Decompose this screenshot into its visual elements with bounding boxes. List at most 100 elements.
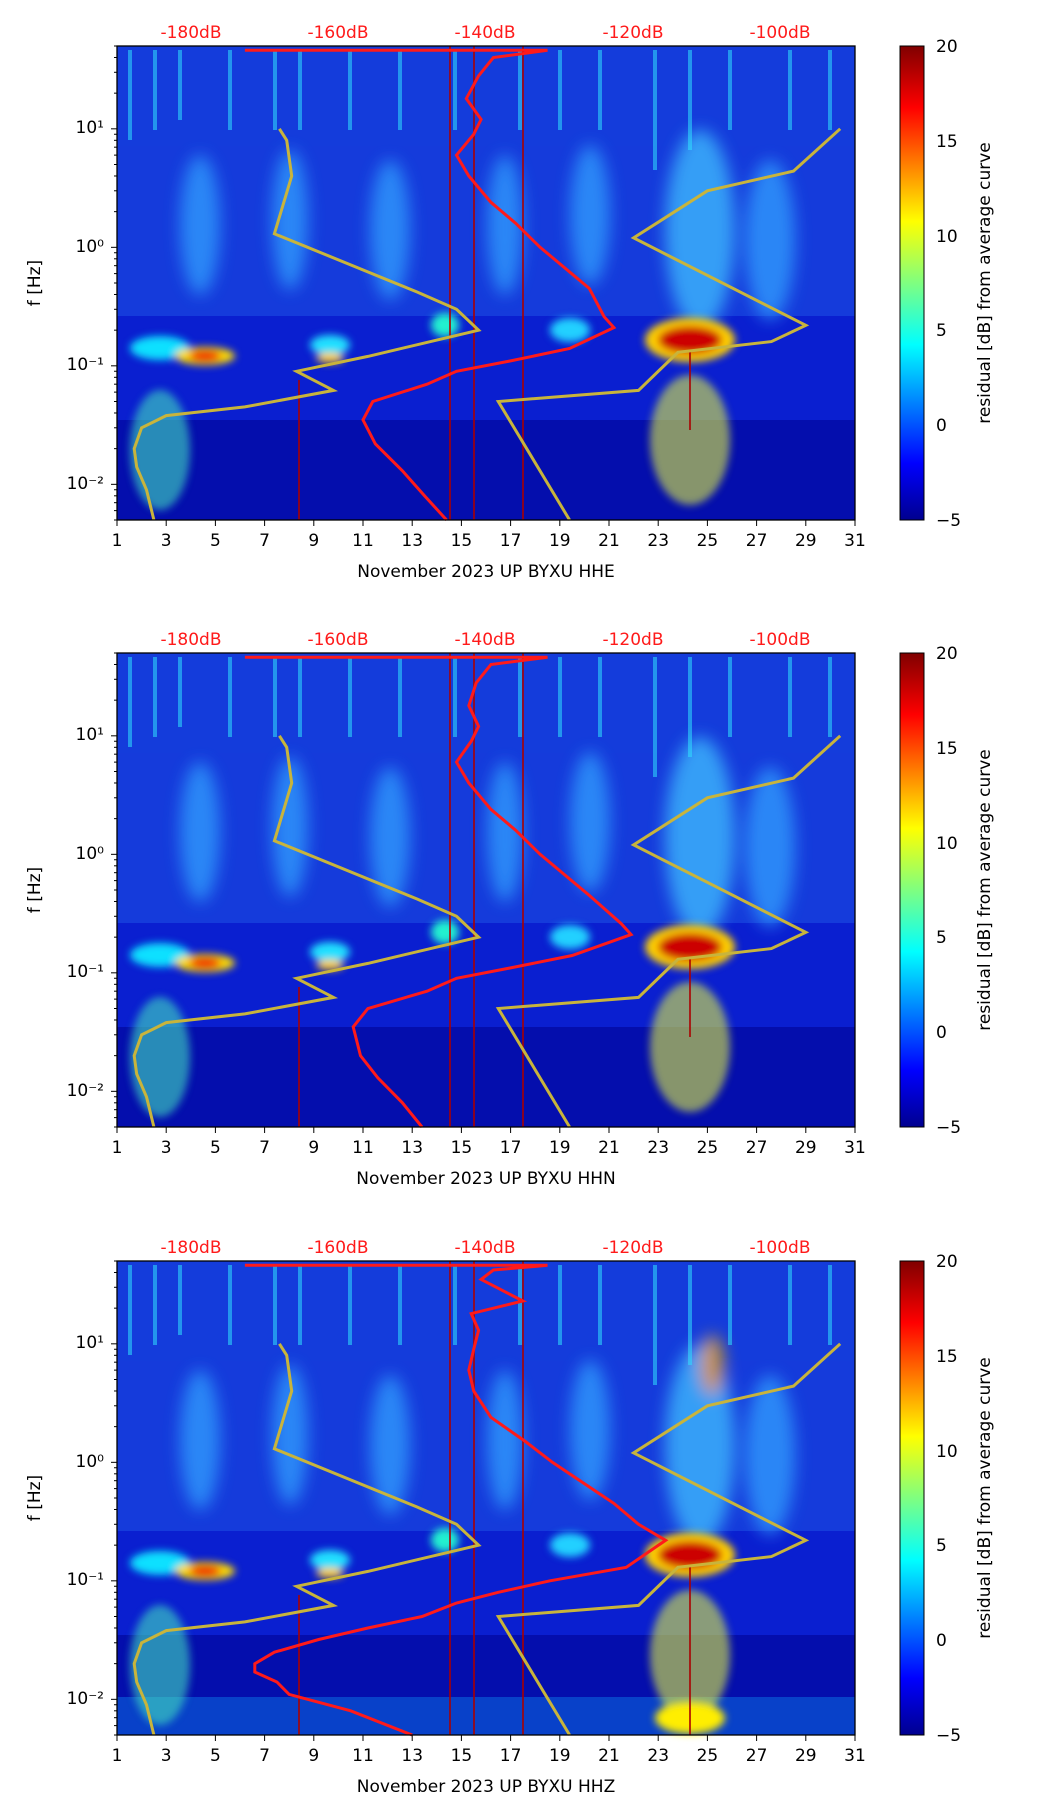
x-tick-label: 27 [746, 1746, 768, 1766]
colorbar-title: residual [dB] from average curve [975, 142, 995, 423]
top-db-label: -100dB [749, 1238, 810, 1258]
x-tick-label: 25 [697, 1138, 719, 1158]
x-axis-title: November 2023 UP BYXU HHN [356, 1169, 616, 1189]
y-axis: 10⁻² 10⁻¹ 10⁰ 10¹ [67, 652, 117, 1128]
top-db-label: -180dB [160, 23, 221, 43]
x-tick-label: 3 [161, 1138, 172, 1158]
average-psd-curve [244, 48, 617, 522]
top-db-label: -120dB [602, 630, 663, 650]
x-tick-label: 25 [697, 531, 719, 551]
x-tick-label: 15 [451, 1746, 473, 1766]
x-tick-label: 7 [259, 1138, 270, 1158]
x-tick-label: 9 [308, 531, 319, 551]
colorbar-title: residual [dB] from average curve [975, 749, 995, 1030]
y-tick-label: 10⁻¹ [67, 962, 104, 982]
spectrogram-panel-hhe: -180dB -160dB -140dB -120dB -100dB 1 3 5… [25, 23, 995, 582]
x-tick-label: 15 [451, 1138, 473, 1158]
colorbar-tick-label: 10 [936, 1442, 958, 1462]
colorbar-tick-label: 20 [936, 1252, 958, 1272]
x-tick-label: 17 [500, 1746, 522, 1766]
x-tick-label: 11 [352, 1746, 374, 1766]
reference-model-curve-2 [495, 1342, 842, 1736]
y-axis-title: f [Hz] [25, 260, 45, 306]
reference-model-curve [132, 734, 482, 1128]
colorbar-tick-label: 0 [936, 1023, 947, 1043]
top-db-label: -120dB [602, 1238, 663, 1258]
x-tick-label: 31 [844, 1138, 866, 1158]
colorbar-tick-label: −5 [936, 511, 961, 531]
x-tick-label: 7 [259, 531, 270, 551]
top-db-label: -140dB [454, 23, 515, 43]
top-db-label: -180dB [160, 630, 221, 650]
colorbar: −5 0 5 10 15 20 residual [dB] from avera… [899, 644, 995, 1138]
colorbar-tick-label: 20 [936, 644, 958, 664]
colorbar-tick-label: 5 [936, 1536, 947, 1556]
x-tick-label: 15 [451, 531, 473, 551]
y-axis: 10⁻² 10⁻¹ 10⁰ 10¹ [67, 45, 117, 521]
x-tick-label: 27 [746, 1138, 768, 1158]
x-axis: 1 3 5 7 9 11 13 15 17 19 21 23 25 27 29 … [112, 520, 866, 551]
x-tick-label: 1 [112, 1138, 123, 1158]
x-tick-label: 21 [598, 531, 620, 551]
colorbar-tick-label: 0 [936, 416, 947, 436]
x-tick-label: 29 [795, 531, 817, 551]
y-axis-title: f [Hz] [25, 867, 45, 913]
colorbar-tick-label: −5 [936, 1726, 961, 1746]
colorbar: −5 0 5 10 15 20 residual [dB] from avera… [899, 37, 995, 531]
spectrogram-panel-hhz: -180dB -160dB -140dB -120dB -100dB 1 3 5… [25, 1238, 995, 1797]
x-axis: 1 3 5 7 9 11 13 15 17 19 21 23 25 27 29 … [112, 1127, 866, 1158]
y-tick-label: 10⁻¹ [67, 1570, 104, 1590]
x-tick-label: 3 [161, 531, 172, 551]
x-tick-label: 31 [844, 531, 866, 551]
x-tick-label: 9 [308, 1138, 319, 1158]
x-tick-label: 5 [210, 1138, 221, 1158]
x-tick-label: 5 [210, 1746, 221, 1766]
colorbar-tick-label: 10 [936, 227, 958, 247]
top-db-label: -140dB [454, 630, 515, 650]
y-tick-label: 10⁰ [76, 237, 105, 257]
colorbar-tick-label: 15 [936, 739, 958, 759]
y-tick-label: 10⁻² [67, 474, 104, 494]
x-tick-label: 1 [112, 1746, 123, 1766]
y-tick-label: 10¹ [76, 725, 104, 745]
reference-model-curve-2 [495, 127, 842, 521]
reference-model-curve [132, 127, 482, 521]
x-axis: 1 3 5 7 9 11 13 15 17 19 21 23 25 27 29 … [112, 1735, 866, 1766]
x-tick-label: 7 [259, 1746, 270, 1766]
spectrogram-image [117, 46, 855, 520]
x-tick-label: 23 [647, 1746, 669, 1766]
x-tick-label: 23 [647, 1138, 669, 1158]
colorbar-tick-label: 15 [936, 1347, 958, 1367]
top-db-label: -160dB [307, 23, 368, 43]
colorbar-tick-label: 5 [936, 928, 947, 948]
colorbar-tick-label: 5 [936, 321, 947, 341]
colorbar: −5 0 5 10 15 20 residual [dB] from avera… [899, 1252, 995, 1746]
x-tick-label: 17 [500, 531, 522, 551]
top-db-labels: -180dB -160dB -140dB -120dB -100dB [160, 630, 810, 650]
top-db-label: -100dB [749, 630, 810, 650]
y-tick-label: 10¹ [76, 1333, 104, 1353]
x-tick-label: 19 [549, 1746, 571, 1766]
x-tick-label: 13 [401, 1138, 423, 1158]
spectrogram-image [117, 1261, 855, 1735]
x-tick-label: 25 [697, 1746, 719, 1766]
top-db-labels: -180dB -160dB -140dB -120dB -100dB [160, 23, 810, 43]
reference-model-curve-2 [495, 734, 842, 1128]
average-psd-curve [244, 1263, 669, 1737]
x-tick-label: 1 [112, 531, 123, 551]
y-tick-label: 10⁰ [76, 1452, 105, 1472]
colorbar-tick-label: 10 [936, 834, 958, 854]
y-tick-label: 10¹ [76, 118, 104, 138]
spectrogram-panel-hhn: -180dB -160dB -140dB -120dB -100dB 1 3 5… [25, 630, 995, 1189]
y-axis-title: f [Hz] [25, 1475, 45, 1521]
x-tick-label: 11 [352, 531, 374, 551]
x-tick-label: 13 [401, 1746, 423, 1766]
x-tick-label: 13 [401, 531, 423, 551]
top-db-label: -180dB [160, 1238, 221, 1258]
y-tick-label: 10⁻² [67, 1081, 104, 1101]
reference-model-curve [132, 1342, 482, 1736]
top-db-label: -100dB [749, 23, 810, 43]
top-db-label: -160dB [307, 630, 368, 650]
x-tick-label: 17 [500, 1138, 522, 1158]
